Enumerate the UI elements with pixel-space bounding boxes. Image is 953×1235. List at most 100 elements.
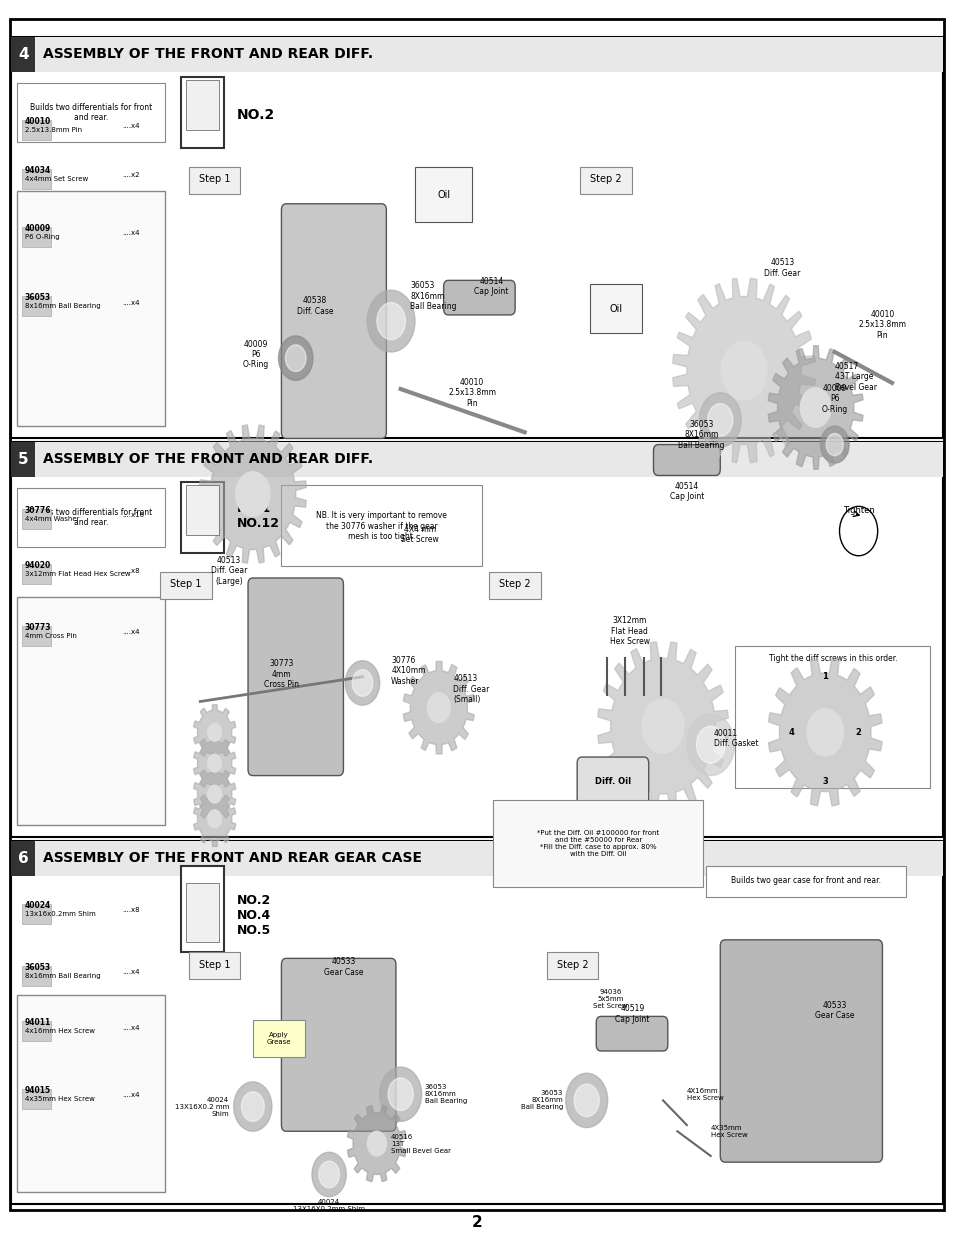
Circle shape	[641, 699, 683, 753]
Bar	[22, 1089, 51, 1109]
Circle shape	[388, 1078, 413, 1110]
Text: 40024
13X16X0.2mm Shim: 40024 13X16X0.2mm Shim	[293, 1199, 365, 1213]
Text: 3: 3	[821, 777, 827, 787]
Text: ....x8: ....x8	[122, 568, 139, 573]
Text: 36053
8X16mm
Ball Bearing: 36053 8X16mm Ball Bearing	[678, 420, 723, 450]
Circle shape	[367, 1131, 386, 1156]
Bar	[22, 626, 51, 646]
Circle shape	[208, 724, 221, 741]
Circle shape	[367, 290, 415, 352]
Text: 94015: 94015	[25, 1086, 51, 1095]
Text: 94034: 94034	[25, 165, 51, 175]
Bar	[17, 995, 165, 1192]
FancyBboxPatch shape	[720, 940, 882, 1162]
Text: 30776
4X10mm
Washer: 30776 4X10mm Washer	[391, 656, 425, 685]
Circle shape	[312, 1152, 346, 1197]
Bar	[17, 83, 165, 142]
Text: 36053
8X16mm
Ball Bearing: 36053 8X16mm Ball Bearing	[520, 1091, 562, 1110]
Bar	[415, 167, 472, 222]
Bar	[22, 509, 51, 529]
Text: 40517
43T Large
Bevel Gear: 40517 43T Large Bevel Gear	[834, 362, 876, 391]
FancyBboxPatch shape	[281, 958, 395, 1131]
Text: 3x12mm Flat Head Hex Screw: 3x12mm Flat Head Hex Screw	[25, 572, 131, 577]
Text: 8x16mm Ball Bearing: 8x16mm Ball Bearing	[25, 973, 100, 978]
Text: ASSEMBLY OF THE FRONT AND REAR DIFF.: ASSEMBLY OF THE FRONT AND REAR DIFF.	[43, 47, 373, 62]
Bar	[186, 485, 219, 535]
Text: 40516
13T
Small Bevel Gear: 40516 13T Small Bevel Gear	[391, 1134, 451, 1153]
Polygon shape	[347, 1105, 406, 1182]
Bar	[22, 120, 51, 140]
Circle shape	[565, 1073, 607, 1128]
Text: *Put the Diff. Oil #100000 for front
and the #50000 for Rear
*Fill the Diff. cas: *Put the Diff. Oil #100000 for front and…	[537, 830, 659, 857]
Text: ASSEMBLY OF THE FRONT AND REAR GEAR CASE: ASSEMBLY OF THE FRONT AND REAR GEAR CASE	[43, 851, 421, 866]
Circle shape	[820, 426, 848, 463]
Circle shape	[235, 472, 270, 516]
Circle shape	[285, 345, 306, 372]
FancyBboxPatch shape	[160, 572, 212, 599]
Text: 4mm Cross Pin: 4mm Cross Pin	[25, 634, 76, 638]
Text: 40538
Diff. Case: 40538 Diff. Case	[296, 296, 333, 316]
Text: 30773
4mm
Cross Pin: 30773 4mm Cross Pin	[264, 659, 298, 689]
Text: 40513
Diff. Gear
(Small): 40513 Diff. Gear (Small)	[453, 674, 489, 704]
Bar	[181, 482, 224, 553]
Circle shape	[806, 709, 842, 756]
Text: 40513
Diff. Gear: 40513 Diff. Gear	[763, 258, 800, 278]
Text: 13x16x0.2mm Shim: 13x16x0.2mm Shim	[25, 911, 95, 916]
Text: 4x16mm Hex Screw: 4x16mm Hex Screw	[25, 1029, 94, 1034]
Bar	[493, 800, 702, 887]
Circle shape	[352, 669, 373, 697]
Text: ....x4: ....x4	[122, 231, 139, 236]
Text: 40533
Gear Case: 40533 Gear Case	[323, 957, 363, 977]
Text: 2.5x13.8mm Pin: 2.5x13.8mm Pin	[25, 127, 82, 132]
Text: Builds two differentials for front
and rear.: Builds two differentials for front and r…	[30, 103, 152, 122]
Bar	[186, 80, 219, 130]
Text: Apply
Grease: Apply Grease	[267, 1032, 291, 1045]
Text: BAG: BAG	[194, 119, 211, 124]
Text: 4: 4	[788, 727, 794, 737]
Text: NO.2
NO.4
NO.5: NO.2 NO.4 NO.5	[236, 894, 271, 936]
Text: ....x4: ....x4	[122, 969, 139, 974]
Text: ASSEMBLY OF THE FRONT AND REAR DIFF.: ASSEMBLY OF THE FRONT AND REAR DIFF.	[43, 452, 373, 467]
Circle shape	[379, 1067, 421, 1121]
Bar	[11, 442, 942, 837]
Bar	[11, 37, 35, 72]
Text: 4X35mm
Hex Screw: 4X35mm Hex Screw	[710, 1125, 747, 1137]
Bar	[186, 883, 219, 942]
Text: 4x4mm Washer: 4x4mm Washer	[25, 516, 79, 521]
Bar	[22, 296, 51, 316]
Bar	[11, 37, 942, 72]
Polygon shape	[672, 278, 815, 463]
Bar	[589, 284, 641, 333]
Text: 2: 2	[471, 1215, 482, 1230]
Text: P6 O-Ring: P6 O-Ring	[25, 235, 59, 240]
Polygon shape	[768, 658, 882, 806]
FancyBboxPatch shape	[281, 204, 386, 438]
Text: 40010
2.5x13.8mm
Pin: 40010 2.5x13.8mm Pin	[448, 378, 496, 408]
Polygon shape	[193, 792, 235, 846]
Text: 8x16mm Ball Bearing: 8x16mm Ball Bearing	[25, 304, 100, 309]
Circle shape	[427, 693, 450, 722]
FancyBboxPatch shape	[189, 952, 240, 979]
Bar	[22, 966, 51, 986]
Text: Step 1: Step 1	[198, 174, 231, 184]
Text: 4x4mm Set Screw: 4x4mm Set Screw	[25, 177, 88, 182]
Bar	[22, 564, 51, 584]
Bar	[11, 442, 35, 477]
Text: Step 1: Step 1	[198, 960, 231, 969]
Bar	[705, 866, 905, 897]
Text: NB. It is very important to remove
the 30776 washer if the gear
mesh is too tigh: NB. It is very important to remove the 3…	[315, 511, 447, 541]
Bar	[22, 227, 51, 247]
Bar	[281, 485, 481, 566]
Polygon shape	[193, 736, 235, 790]
Polygon shape	[403, 662, 474, 753]
Text: 94011: 94011	[25, 1018, 51, 1028]
Polygon shape	[193, 767, 235, 821]
Text: 4X4 mm
Set Screw: 4X4 mm Set Screw	[400, 525, 438, 545]
Text: Step 2: Step 2	[498, 579, 531, 589]
Text: ....x2: ....x2	[122, 173, 139, 178]
Bar	[11, 442, 942, 477]
Text: 36053
8X16mm
Ball Bearing: 36053 8X16mm Ball Bearing	[410, 282, 456, 311]
Text: 6: 6	[18, 851, 29, 866]
Bar	[253, 1020, 305, 1057]
Text: 40010: 40010	[25, 116, 51, 126]
